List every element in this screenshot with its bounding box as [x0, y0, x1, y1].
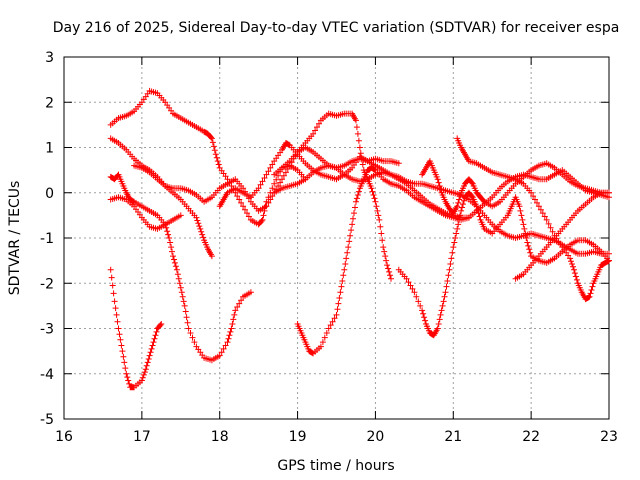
- series-arc-09: [271, 110, 394, 282]
- series-markers: [107, 171, 254, 364]
- x-tick-label: 20: [367, 429, 385, 445]
- x-axis-label: GPS time / hours: [277, 458, 394, 474]
- y-tick-label: -4: [40, 367, 54, 383]
- series-markers: [107, 194, 184, 232]
- series-arc-03: [107, 171, 254, 364]
- chart-title: Day 216 of 2025, Sidereal Day-to-day VTE…: [53, 20, 620, 36]
- x-tick-label: 17: [133, 429, 151, 445]
- series-markers: [107, 266, 165, 391]
- series-arc-14: [512, 189, 612, 282]
- x-tick-label: 21: [444, 429, 462, 445]
- series-markers: [512, 189, 612, 282]
- y-axis-label: SDTVAR / TECUs: [7, 181, 23, 296]
- series-arc-10: [294, 164, 472, 357]
- x-tick-label: 18: [211, 429, 229, 445]
- series-arc-11: [395, 189, 612, 339]
- series-arc-04: [107, 194, 184, 232]
- x-tick-label: 23: [600, 429, 618, 445]
- series-markers: [271, 110, 394, 282]
- series-markers: [454, 135, 612, 303]
- series-markers: [395, 189, 612, 339]
- y-tick-label: 2: [45, 95, 54, 111]
- series-markers: [107, 135, 215, 260]
- series-arc-02: [107, 135, 215, 260]
- series-arc-12: [419, 158, 612, 217]
- series-markers: [419, 158, 612, 217]
- y-tick-label: -3: [40, 322, 54, 338]
- x-tick-label: 19: [289, 429, 307, 445]
- series-markers: [294, 164, 472, 357]
- y-tick-label: -5: [40, 412, 54, 428]
- y-tick-label: 0: [45, 186, 54, 202]
- y-tick-label: 3: [45, 50, 54, 66]
- x-tick-label: 22: [522, 429, 540, 445]
- y-tick-label: 1: [45, 141, 54, 157]
- y-tick-label: -1: [40, 231, 54, 247]
- y-tick-label: -2: [40, 276, 54, 292]
- x-tick-label: 16: [55, 429, 73, 445]
- series-arc-13: [454, 135, 612, 303]
- data-points: [107, 87, 612, 391]
- series-arc-05: [107, 266, 165, 391]
